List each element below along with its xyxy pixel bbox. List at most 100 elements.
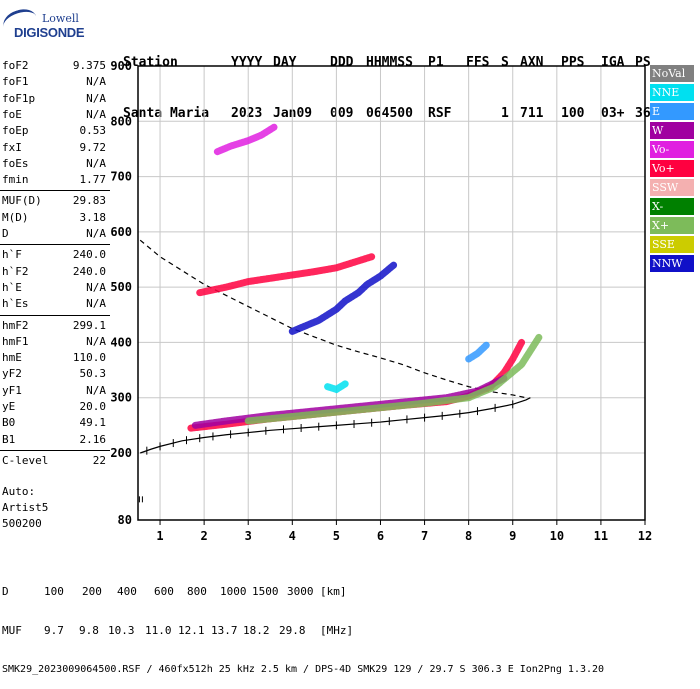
- x-tick-label: 1: [156, 529, 163, 543]
- footer-muf-0: MUF: [2, 624, 22, 637]
- auto-line1: Auto:: [2, 485, 36, 498]
- x-tick-label: 12: [638, 529, 652, 543]
- param-value: 3.18: [79, 210, 107, 224]
- x-tick-label: 6: [377, 529, 384, 543]
- param-label: C-level: [2, 453, 49, 467]
- x-tick-label: 10: [550, 529, 564, 543]
- param-value: 29.83: [72, 194, 106, 208]
- plot-frame: [137, 65, 646, 521]
- param-label: MUF(D): [2, 194, 42, 208]
- footer-d-7: 1500: [252, 585, 279, 598]
- points-layer: [187, 123, 543, 432]
- x-tick-label: 7: [421, 529, 428, 543]
- legend-entry: NNE: [650, 84, 694, 101]
- footer-muf-2: 9.8: [79, 624, 99, 637]
- autoscaling-info: Auto: Artist5 500200: [2, 484, 48, 532]
- param-row: h`Es N/A: [0, 296, 110, 312]
- param-label: yF2: [2, 367, 22, 381]
- param-value: 50.3: [79, 367, 107, 381]
- echo-trace: [196, 253, 376, 297]
- header-values: Santa Maria 2023 Jan09 009 064500 RSF 1 711 100 0…: [123, 105, 651, 122]
- param-row: hmF1 N/A: [0, 334, 110, 350]
- param-label: hmF2: [2, 318, 29, 332]
- echo-trace: [465, 341, 490, 363]
- param-value: N/A: [86, 75, 106, 89]
- param-row: foF1p N/A: [0, 91, 110, 107]
- param-value: 1.77: [79, 173, 107, 187]
- y-tick-label: 80: [118, 513, 132, 527]
- footer-d-9: [km]: [320, 585, 347, 598]
- param-label: h`F2: [2, 264, 29, 278]
- footer-muf-4: 11.0: [145, 624, 172, 637]
- profile-dashed-line: [139, 239, 527, 399]
- echo-trace: [244, 333, 543, 425]
- legend-entry: X+: [650, 217, 694, 234]
- footer-d-3: 400: [117, 585, 137, 598]
- footer-d-2: 200: [82, 585, 102, 598]
- legend-entry: Vo+: [650, 160, 694, 177]
- param-value: 0.53: [79, 124, 107, 138]
- footer-muf-1: 9.7: [44, 624, 64, 637]
- y-tick-label: 800: [110, 114, 132, 128]
- param-value: 22: [92, 453, 106, 467]
- logo-line2: DIGISONDE: [14, 25, 85, 40]
- param-row: foEs N/A: [0, 156, 110, 172]
- param-label: fxI: [2, 140, 22, 154]
- param-row: foEp 0.53: [0, 123, 110, 139]
- param-value: 9.375: [72, 59, 106, 72]
- footer-d-1: 100: [44, 585, 64, 598]
- footer-muf-5: 12.1: [178, 624, 205, 637]
- param-row: yE 20.0: [0, 399, 110, 415]
- header-value-4: 064500: [366, 106, 413, 121]
- footer-d-6: 1000: [220, 585, 247, 598]
- param-value: N/A: [86, 297, 106, 311]
- param-label: B0: [2, 416, 16, 430]
- y-tick-label: 700: [110, 170, 132, 184]
- param-value: N/A: [86, 280, 106, 294]
- header-value-0: Santa Maria: [123, 106, 210, 121]
- param-row: foF1 N/A: [0, 74, 110, 90]
- profile-layer: [138, 239, 531, 503]
- param-value: N/A: [86, 107, 106, 121]
- param-row: h`E N/A: [0, 280, 110, 296]
- param-label: h`E: [2, 280, 22, 294]
- y-tick-label: 600: [110, 225, 132, 239]
- param-value: N/A: [86, 227, 106, 240]
- y-tick-label: 900: [110, 59, 132, 73]
- param-label: hmE: [2, 351, 22, 365]
- legend-entry: NNW: [650, 255, 694, 272]
- param-label: h`Es: [2, 297, 29, 311]
- polarization-legend: NoVal NNE E W Vo- Vo+ SSW X- X+ SSE NNW: [650, 65, 694, 274]
- param-row: yF2 50.3: [0, 366, 110, 382]
- x-tick-label: 5: [333, 529, 340, 543]
- y-tick-label: 300: [110, 391, 132, 405]
- param-row: foE N/A: [0, 107, 110, 123]
- param-label: foEs: [2, 156, 29, 170]
- param-label: D: [2, 227, 9, 240]
- footer-muf-3: 10.3: [108, 624, 135, 637]
- param-row: B0 49.1: [0, 415, 110, 431]
- param-row: yF1 N/A: [0, 383, 110, 399]
- footer-muf-6: 13.7: [211, 624, 238, 637]
- y-tick-label: 500: [110, 280, 132, 294]
- y-tick-label: 400: [110, 335, 132, 349]
- param-label: foE: [2, 107, 22, 121]
- echo-trace: [288, 261, 398, 335]
- footer-muf-7: 18.2: [243, 624, 270, 637]
- param-label: hmF1: [2, 334, 29, 348]
- param-label: yF1: [2, 383, 22, 397]
- param-value: 110.0: [72, 351, 106, 365]
- header-value-3: 009: [330, 106, 354, 121]
- param-row: D N/A: [0, 226, 110, 242]
- header-value-8: 711: [520, 106, 544, 121]
- legend-entry: X-: [650, 198, 694, 215]
- footer-muf-9: [MHz]: [320, 624, 354, 637]
- footer-d-4: 600: [154, 585, 174, 598]
- legend-entry: E: [650, 103, 694, 120]
- param-separator: [0, 449, 110, 451]
- param-value: N/A: [86, 334, 106, 348]
- param-value: 240.0: [72, 248, 106, 262]
- param-separator: [0, 314, 110, 316]
- header-value-5: RSF: [428, 106, 452, 121]
- header-value-11: 36: [635, 106, 651, 121]
